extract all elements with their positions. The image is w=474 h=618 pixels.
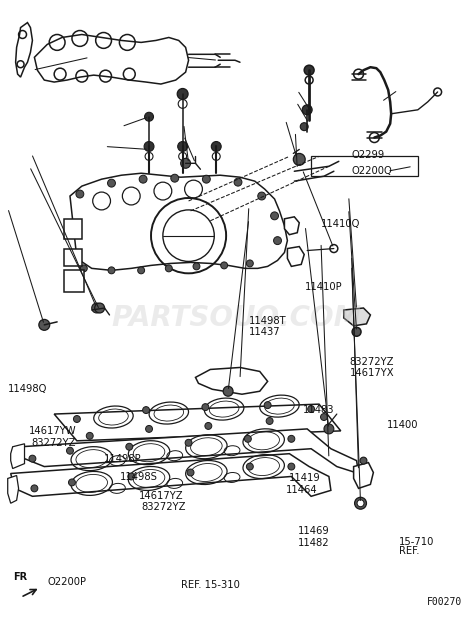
- Circle shape: [66, 447, 73, 454]
- Text: O2299: O2299: [352, 150, 385, 159]
- Circle shape: [187, 469, 194, 476]
- Circle shape: [357, 500, 364, 507]
- Text: 14617YW: 14617YW: [28, 426, 76, 436]
- Text: 11498P: 11498P: [103, 454, 141, 464]
- Circle shape: [202, 176, 210, 183]
- Polygon shape: [287, 247, 304, 266]
- Circle shape: [29, 455, 36, 462]
- Text: REF. 15-310: REF. 15-310: [181, 580, 240, 590]
- Circle shape: [137, 267, 145, 274]
- Circle shape: [69, 479, 75, 486]
- Circle shape: [126, 443, 133, 451]
- Circle shape: [205, 423, 212, 430]
- Polygon shape: [354, 463, 374, 488]
- Bar: [64, 270, 84, 292]
- Circle shape: [146, 425, 153, 433]
- Polygon shape: [54, 404, 341, 441]
- Circle shape: [245, 435, 251, 442]
- Circle shape: [143, 407, 149, 413]
- Text: O2200Q: O2200Q: [352, 166, 392, 176]
- Circle shape: [273, 237, 282, 245]
- Bar: [64, 219, 82, 239]
- Circle shape: [302, 105, 312, 115]
- Circle shape: [221, 262, 228, 269]
- Circle shape: [108, 267, 115, 274]
- Text: 11482: 11482: [298, 538, 329, 548]
- Circle shape: [352, 328, 361, 336]
- Polygon shape: [195, 368, 268, 394]
- Circle shape: [360, 457, 367, 464]
- Text: 11498Q: 11498Q: [8, 384, 47, 394]
- Circle shape: [128, 473, 135, 480]
- Circle shape: [234, 178, 242, 186]
- Text: 15-710: 15-710: [399, 536, 434, 547]
- Circle shape: [81, 265, 87, 272]
- Circle shape: [264, 402, 271, 408]
- Text: FR: FR: [13, 572, 27, 582]
- Text: 11498T: 11498T: [249, 316, 286, 326]
- Text: 14617YX: 14617YX: [349, 368, 394, 378]
- Circle shape: [324, 424, 334, 434]
- Text: 11464: 11464: [286, 485, 318, 494]
- Circle shape: [177, 88, 188, 99]
- Circle shape: [355, 497, 366, 509]
- Text: 11419: 11419: [289, 473, 320, 483]
- Circle shape: [95, 303, 105, 313]
- Circle shape: [320, 413, 328, 420]
- Circle shape: [223, 386, 233, 396]
- Text: 11400: 11400: [387, 420, 419, 430]
- Circle shape: [202, 404, 209, 410]
- Polygon shape: [70, 173, 287, 270]
- Circle shape: [246, 463, 253, 470]
- Circle shape: [211, 142, 221, 151]
- Text: 11498S: 11498S: [120, 472, 158, 482]
- Circle shape: [304, 66, 314, 75]
- Text: 11410P: 11410P: [305, 282, 343, 292]
- Text: 83272YZ: 83272YZ: [349, 357, 394, 367]
- Polygon shape: [8, 475, 18, 503]
- Text: PARTSOUQ.COM: PARTSOUQ.COM: [112, 304, 362, 332]
- Circle shape: [181, 158, 191, 168]
- Polygon shape: [20, 429, 358, 473]
- Polygon shape: [11, 454, 331, 496]
- Circle shape: [144, 142, 154, 151]
- Circle shape: [76, 190, 84, 198]
- Circle shape: [266, 418, 273, 425]
- Bar: [64, 248, 82, 266]
- Circle shape: [308, 405, 315, 413]
- Text: REF.: REF.: [399, 546, 419, 556]
- Circle shape: [108, 179, 116, 187]
- Circle shape: [73, 415, 81, 423]
- Circle shape: [165, 265, 172, 272]
- Circle shape: [288, 463, 295, 470]
- Text: 14617YZ: 14617YZ: [138, 491, 183, 501]
- Text: 83272YZ: 83272YZ: [141, 502, 185, 512]
- Circle shape: [145, 112, 154, 121]
- Text: 11469: 11469: [298, 526, 329, 536]
- Circle shape: [31, 485, 38, 492]
- Circle shape: [193, 263, 200, 270]
- Polygon shape: [284, 217, 299, 235]
- Circle shape: [246, 260, 253, 267]
- Circle shape: [171, 174, 179, 182]
- Text: 11437: 11437: [249, 328, 280, 337]
- Circle shape: [139, 176, 147, 183]
- Circle shape: [271, 212, 279, 220]
- Circle shape: [293, 153, 305, 165]
- Text: F00270: F00270: [427, 598, 462, 607]
- Polygon shape: [344, 308, 370, 326]
- Circle shape: [300, 123, 308, 130]
- Circle shape: [258, 192, 265, 200]
- Polygon shape: [11, 444, 25, 468]
- Text: 11410Q: 11410Q: [321, 219, 361, 229]
- Circle shape: [86, 433, 93, 439]
- Text: O2200P: O2200P: [47, 577, 86, 586]
- Text: 83272YZ: 83272YZ: [31, 438, 75, 447]
- Text: 11483: 11483: [302, 405, 334, 415]
- Circle shape: [39, 320, 50, 330]
- Circle shape: [288, 435, 295, 442]
- Circle shape: [185, 439, 192, 446]
- Circle shape: [92, 303, 101, 313]
- Circle shape: [178, 142, 188, 151]
